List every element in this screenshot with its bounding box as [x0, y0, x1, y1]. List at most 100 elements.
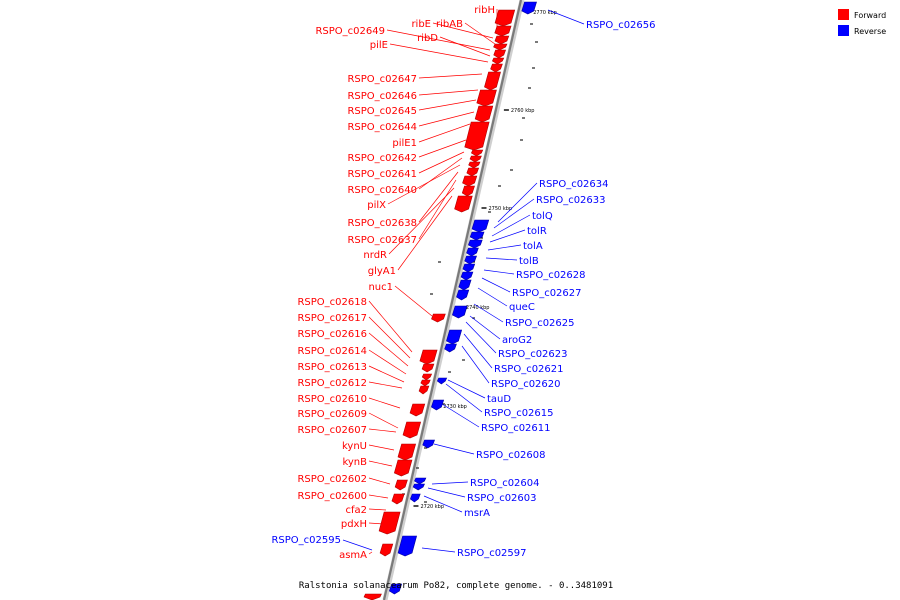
leader-line [368, 460, 393, 467]
gene-features [363, 1, 537, 600]
leader-line [465, 321, 497, 354]
leader-line [497, 182, 538, 223]
gene-label-rspo-c02641: RSPO_c02641 [347, 169, 417, 180]
gene-label-rspo-c02633: RSPO_c02633 [536, 195, 606, 206]
forward-gene [468, 161, 481, 169]
gene-label-rspo-c02621: RSPO_c02621 [494, 364, 564, 375]
leader-line [418, 111, 475, 127]
gene-label-rspo-c02602: RSPO_c02602 [297, 474, 367, 485]
gene-label-taud: tauD [487, 394, 511, 405]
gene-label-rspo-c02627: RSPO_c02627 [512, 288, 582, 299]
gene-label-rspo-c02600: RSPO_c02600 [297, 491, 367, 502]
reverse-gene [469, 231, 485, 241]
forward-gene [461, 185, 475, 197]
forward-gene [474, 105, 494, 123]
reverse-gene [412, 483, 425, 491]
gene-label-rspo-c02646: RSPO_c02646 [347, 91, 417, 102]
gene-label-pilx: pilX [367, 200, 386, 211]
forward-gene [469, 155, 482, 163]
forward-gene [490, 63, 503, 73]
gene-label-pdxh: pdxH [341, 519, 367, 530]
leader-line [418, 171, 459, 223]
gene-label-ribh: ribH [474, 5, 495, 16]
gene-label-rspo-c02638: RSPO_c02638 [347, 218, 417, 229]
leader-line [368, 508, 387, 511]
leader-line [547, 9, 585, 25]
leader-line [418, 179, 457, 240]
forward-gene [492, 57, 505, 65]
forward-gene [393, 459, 413, 477]
reverse-gene [436, 377, 448, 385]
reverse-gene [460, 271, 474, 281]
gene-label-kynb: kynB [342, 457, 367, 468]
gene-label-rspo-c02617: RSPO_c02617 [297, 313, 367, 324]
leader-line [394, 285, 433, 317]
genome-backbone [382, 0, 525, 600]
gene-label-rspo-c02616: RSPO_c02616 [297, 329, 367, 340]
leader-line [418, 89, 479, 96]
leader-line [368, 397, 401, 409]
gene-label-rspo-c02637: RSPO_c02637 [347, 235, 417, 246]
reverse-gene [462, 263, 476, 273]
reverse-gene [410, 493, 421, 503]
gene-label-rspo-c02628: RSPO_c02628 [516, 270, 586, 281]
forward-gene [466, 167, 480, 177]
gene-label-cfa2: cfa2 [345, 505, 367, 516]
leader-line [368, 381, 403, 389]
gene-label-glya1: glyA1 [368, 266, 396, 277]
forward-gene [494, 35, 510, 45]
gene-label-rspo-c02610: RSPO_c02610 [297, 394, 367, 405]
leader-line [388, 187, 455, 255]
gene-label-rspo-c02642: RSPO_c02642 [347, 153, 417, 164]
leader-line [368, 444, 395, 451]
leader-line [441, 403, 480, 428]
reverse-gene [414, 477, 427, 485]
gene-label-rspo-c02647: RSPO_c02647 [347, 74, 417, 85]
gene-label-rspo-c02613: RSPO_c02613 [297, 362, 367, 373]
leader-line [447, 379, 486, 399]
leader-line [481, 277, 511, 293]
leader-line [418, 123, 471, 143]
forward-gene [409, 403, 426, 417]
legend-forward-label: Forward [854, 11, 886, 20]
leader-line [491, 214, 531, 237]
leader-line [368, 316, 411, 359]
forward-gene [431, 313, 446, 323]
forward-gene [379, 543, 394, 557]
leader-line [493, 198, 535, 229]
legend-reverse-swatch [838, 25, 849, 36]
forward-gene [471, 149, 484, 157]
reverse-gene [444, 343, 457, 353]
gene-label-pile1: pilE1 [392, 138, 417, 149]
forward-gene [462, 175, 478, 187]
scale-tick-label: 2740 kbp [466, 305, 490, 311]
gene-label-quec: queC [509, 302, 535, 313]
gene-label-asma: asmA [339, 550, 367, 561]
leader-line [368, 477, 391, 485]
gene-label-nrdr: nrdR [363, 250, 387, 261]
reverse-gene [452, 305, 468, 319]
gene-label-ribe: ribE [411, 19, 431, 30]
leader-line [389, 43, 489, 63]
gene-labels: ribH ribE ribAB RSPO_c02649 ribD pilE RSPO_c02… [271, 5, 655, 561]
leader-line [483, 269, 515, 275]
gene-label-tolr: tolR [527, 226, 547, 237]
gene-label-tola: tolA [523, 241, 543, 252]
reverse-gene [464, 255, 477, 265]
leader-line [342, 539, 373, 551]
forward-gene [418, 385, 430, 395]
forward-gene [493, 43, 508, 51]
gene-label-rspo-c02608: RSPO_c02608 [476, 450, 546, 461]
legend-reverse-label: Reverse [854, 27, 886, 36]
reverse-gene [466, 247, 479, 257]
leader-line [445, 383, 483, 413]
reverse-gene [458, 279, 472, 291]
reverse-gene [446, 329, 463, 345]
forward-gene [454, 195, 473, 213]
leader-line [418, 151, 465, 174]
leader-line [397, 195, 453, 271]
reverse-gene [422, 439, 435, 449]
forward-gene [494, 25, 512, 37]
leader-line [368, 412, 399, 429]
leader-line [487, 244, 522, 251]
